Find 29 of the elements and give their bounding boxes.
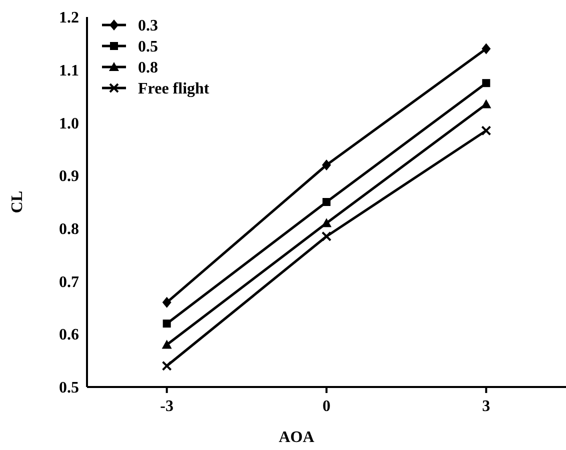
point — [481, 99, 492, 108]
legend-label: Free flight — [138, 80, 210, 98]
x-tick-label: 0 — [322, 398, 330, 415]
point — [162, 340, 172, 349]
point — [482, 79, 490, 88]
x-tick-label: 3 — [482, 398, 490, 415]
point — [162, 296, 172, 308]
point — [322, 198, 330, 206]
y-tick-label: 0.5 — [59, 380, 79, 397]
point — [162, 320, 171, 328]
legend-label: 0.3 — [138, 18, 158, 35]
y-tick-label: 1.0 — [59, 115, 79, 132]
point — [322, 218, 332, 228]
y-tick-label: 0.7 — [59, 274, 79, 291]
y-tick-label: 0.6 — [59, 326, 79, 344]
x-tick-label: -3 — [160, 398, 174, 415]
point — [162, 360, 172, 371]
y-tick-label: 0.9 — [59, 168, 79, 186]
legend-label: 0.8 — [138, 60, 158, 77]
y-tick-label: 1.2 — [59, 10, 79, 27]
y-tick-label: 1.1 — [59, 62, 79, 80]
point — [482, 43, 491, 54]
point — [481, 126, 492, 136]
legend-label: 0.5 — [138, 38, 158, 56]
y-tick-label: 0.8 — [59, 221, 79, 238]
x-axis-title: AOA — [278, 429, 315, 446]
point — [322, 160, 331, 170]
y-axis-title: CL — [9, 190, 26, 214]
point — [322, 231, 332, 242]
